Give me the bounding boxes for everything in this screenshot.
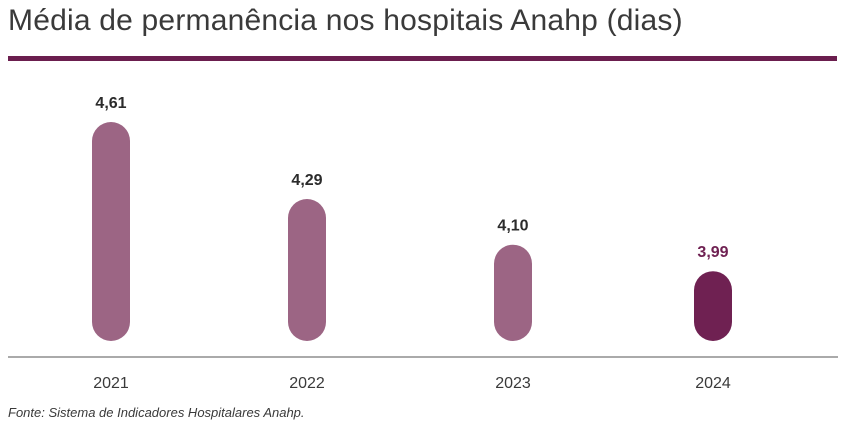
bars-group: 4,61 4,29 4,10 3,99 <box>92 95 732 341</box>
x-tick-label-2023: 2023 <box>495 375 531 392</box>
source-note: Fonte: Sistema de Indicadores Hospitalar… <box>8 405 305 420</box>
value-label-2023: 4,10 <box>497 218 528 235</box>
x-tick-label-2022: 2022 <box>289 375 325 392</box>
x-tick-label-2021: 2021 <box>93 375 129 392</box>
value-label-2024: 3,99 <box>697 244 728 261</box>
bar-2023 <box>494 244 532 341</box>
title-divider <box>8 56 837 61</box>
value-label-2021: 4,61 <box>95 95 126 112</box>
value-label-2022: 4,29 <box>291 172 322 189</box>
x-tick-label-2024: 2024 <box>695 375 731 392</box>
x-tick-labels: 2021 2022 2023 2024 <box>93 375 731 392</box>
bar-chart: 4,61 4,29 4,10 3,99 2021 2022 2023 2024 <box>8 95 838 392</box>
bar-2021 <box>92 122 130 341</box>
bar-2024 <box>694 271 732 341</box>
chart-title: Média de permanência nos hospitais Anahp… <box>8 4 683 37</box>
bar-2022 <box>288 199 326 341</box>
